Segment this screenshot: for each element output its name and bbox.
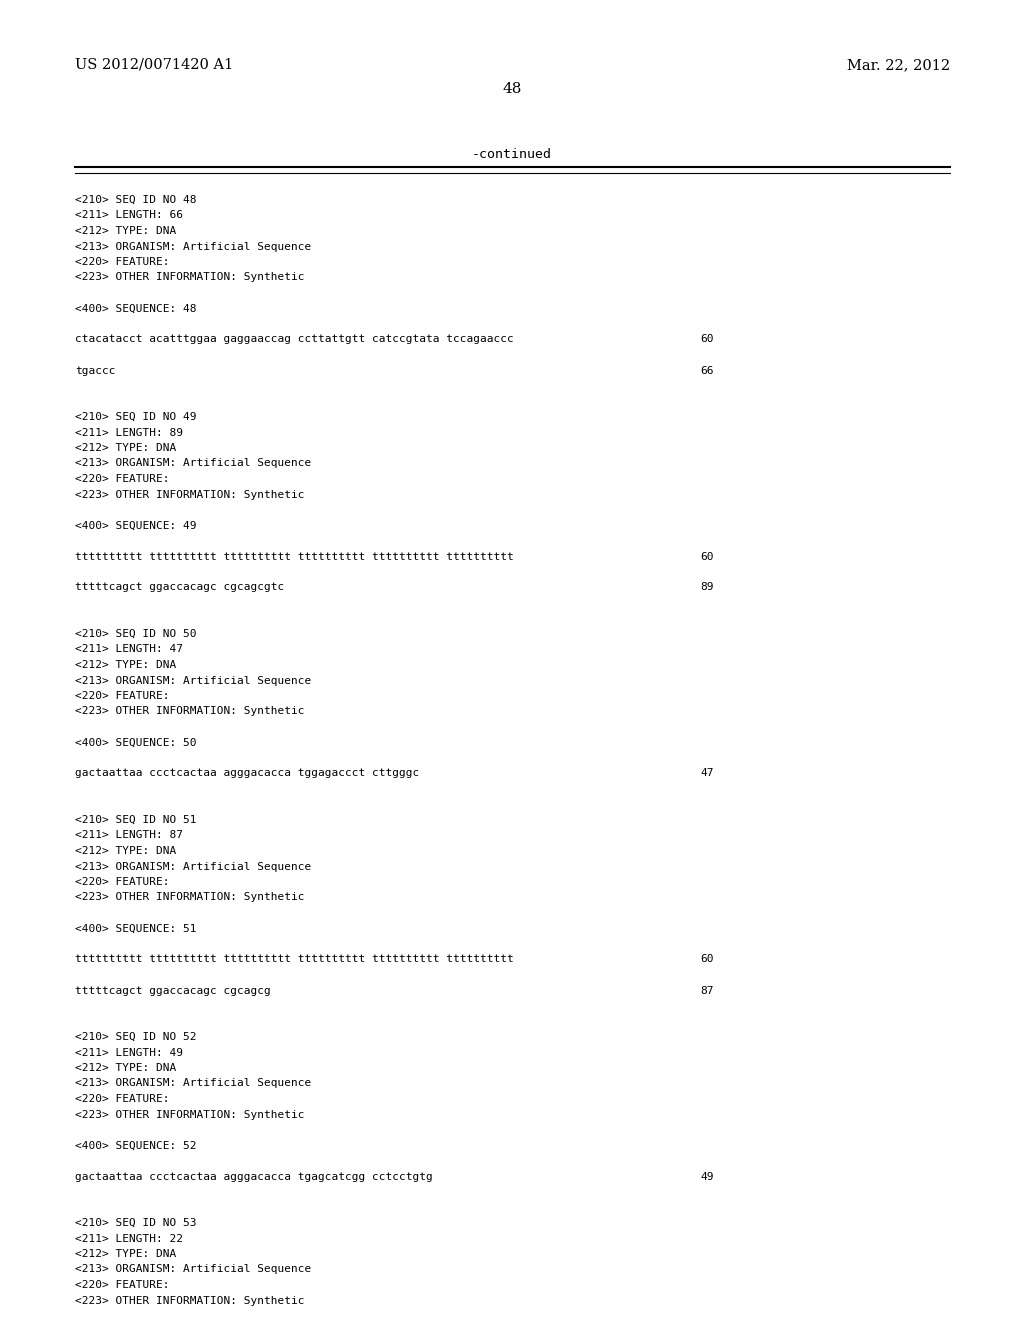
Text: <220> FEATURE:: <220> FEATURE:: [75, 1094, 170, 1104]
Text: tttttttttt tttttttttt tttttttttt tttttttttt tttttttttt tttttttttt: tttttttttt tttttttttt tttttttttt ttttttt…: [75, 954, 514, 965]
Text: <223> OTHER INFORMATION: Synthetic: <223> OTHER INFORMATION: Synthetic: [75, 1295, 304, 1305]
Text: ctacatacct acatttggaa gaggaaccag ccttattgtt catccgtata tccagaaccc: ctacatacct acatttggaa gaggaaccag ccttatt…: [75, 334, 514, 345]
Text: <223> OTHER INFORMATION: Synthetic: <223> OTHER INFORMATION: Synthetic: [75, 706, 304, 717]
Text: tttttcagct ggaccacagc cgcagcg: tttttcagct ggaccacagc cgcagcg: [75, 986, 270, 995]
Text: -continued: -continued: [472, 148, 552, 161]
Text: <210> SEQ ID NO 52: <210> SEQ ID NO 52: [75, 1032, 197, 1041]
Text: US 2012/0071420 A1: US 2012/0071420 A1: [75, 58, 233, 73]
Text: <210> SEQ ID NO 49: <210> SEQ ID NO 49: [75, 412, 197, 422]
Text: 87: 87: [700, 986, 714, 995]
Text: <220> FEATURE:: <220> FEATURE:: [75, 690, 170, 701]
Text: <212> TYPE: DNA: <212> TYPE: DNA: [75, 1063, 176, 1073]
Text: 60: 60: [700, 954, 714, 965]
Text: <212> TYPE: DNA: <212> TYPE: DNA: [75, 1249, 176, 1259]
Text: <210> SEQ ID NO 51: <210> SEQ ID NO 51: [75, 814, 197, 825]
Text: <211> LENGTH: 47: <211> LENGTH: 47: [75, 644, 183, 655]
Text: <223> OTHER INFORMATION: Synthetic: <223> OTHER INFORMATION: Synthetic: [75, 1110, 304, 1119]
Text: <400> SEQUENCE: 49: <400> SEQUENCE: 49: [75, 520, 197, 531]
Text: tttttttttt tttttttttt tttttttttt tttttttttt tttttttttt tttttttttt: tttttttttt tttttttttt tttttttttt ttttttt…: [75, 552, 514, 561]
Text: <212> TYPE: DNA: <212> TYPE: DNA: [75, 444, 176, 453]
Text: 60: 60: [700, 334, 714, 345]
Text: 66: 66: [700, 366, 714, 375]
Text: <223> OTHER INFORMATION: Synthetic: <223> OTHER INFORMATION: Synthetic: [75, 272, 304, 282]
Text: tttttcagct ggaccacagc cgcagcgtc: tttttcagct ggaccacagc cgcagcgtc: [75, 582, 285, 593]
Text: <220> FEATURE:: <220> FEATURE:: [75, 474, 170, 484]
Text: 47: 47: [700, 768, 714, 779]
Text: 48: 48: [503, 82, 521, 96]
Text: <211> LENGTH: 66: <211> LENGTH: 66: [75, 210, 183, 220]
Text: <213> ORGANISM: Artificial Sequence: <213> ORGANISM: Artificial Sequence: [75, 458, 311, 469]
Text: <213> ORGANISM: Artificial Sequence: <213> ORGANISM: Artificial Sequence: [75, 1078, 311, 1089]
Text: <213> ORGANISM: Artificial Sequence: <213> ORGANISM: Artificial Sequence: [75, 862, 311, 871]
Text: <400> SEQUENCE: 50: <400> SEQUENCE: 50: [75, 738, 197, 747]
Text: 89: 89: [700, 582, 714, 593]
Text: 49: 49: [700, 1172, 714, 1181]
Text: Mar. 22, 2012: Mar. 22, 2012: [847, 58, 950, 73]
Text: <223> OTHER INFORMATION: Synthetic: <223> OTHER INFORMATION: Synthetic: [75, 892, 304, 903]
Text: <212> TYPE: DNA: <212> TYPE: DNA: [75, 846, 176, 855]
Text: gactaattaa ccctcactaa agggacacca tggagaccct cttgggc: gactaattaa ccctcactaa agggacacca tggagac…: [75, 768, 419, 779]
Text: <210> SEQ ID NO 53: <210> SEQ ID NO 53: [75, 1218, 197, 1228]
Text: gactaattaa ccctcactaa agggacacca tgagcatcgg cctcctgtg: gactaattaa ccctcactaa agggacacca tgagcat…: [75, 1172, 433, 1181]
Text: <213> ORGANISM: Artificial Sequence: <213> ORGANISM: Artificial Sequence: [75, 1265, 311, 1275]
Text: <213> ORGANISM: Artificial Sequence: <213> ORGANISM: Artificial Sequence: [75, 676, 311, 685]
Text: <211> LENGTH: 49: <211> LENGTH: 49: [75, 1048, 183, 1057]
Text: <211> LENGTH: 22: <211> LENGTH: 22: [75, 1233, 183, 1243]
Text: <400> SEQUENCE: 52: <400> SEQUENCE: 52: [75, 1140, 197, 1151]
Text: <212> TYPE: DNA: <212> TYPE: DNA: [75, 660, 176, 671]
Text: <220> FEATURE:: <220> FEATURE:: [75, 1280, 170, 1290]
Text: <211> LENGTH: 89: <211> LENGTH: 89: [75, 428, 183, 437]
Text: <400> SEQUENCE: 51: <400> SEQUENCE: 51: [75, 924, 197, 933]
Text: <220> FEATURE:: <220> FEATURE:: [75, 876, 170, 887]
Text: <210> SEQ ID NO 50: <210> SEQ ID NO 50: [75, 630, 197, 639]
Text: tgaccc: tgaccc: [75, 366, 116, 375]
Text: <400> SEQUENCE: 48: <400> SEQUENCE: 48: [75, 304, 197, 314]
Text: <212> TYPE: DNA: <212> TYPE: DNA: [75, 226, 176, 236]
Text: <220> FEATURE:: <220> FEATURE:: [75, 257, 170, 267]
Text: <213> ORGANISM: Artificial Sequence: <213> ORGANISM: Artificial Sequence: [75, 242, 311, 252]
Text: 60: 60: [700, 552, 714, 561]
Text: <223> OTHER INFORMATION: Synthetic: <223> OTHER INFORMATION: Synthetic: [75, 490, 304, 499]
Text: <210> SEQ ID NO 48: <210> SEQ ID NO 48: [75, 195, 197, 205]
Text: <211> LENGTH: 87: <211> LENGTH: 87: [75, 830, 183, 841]
